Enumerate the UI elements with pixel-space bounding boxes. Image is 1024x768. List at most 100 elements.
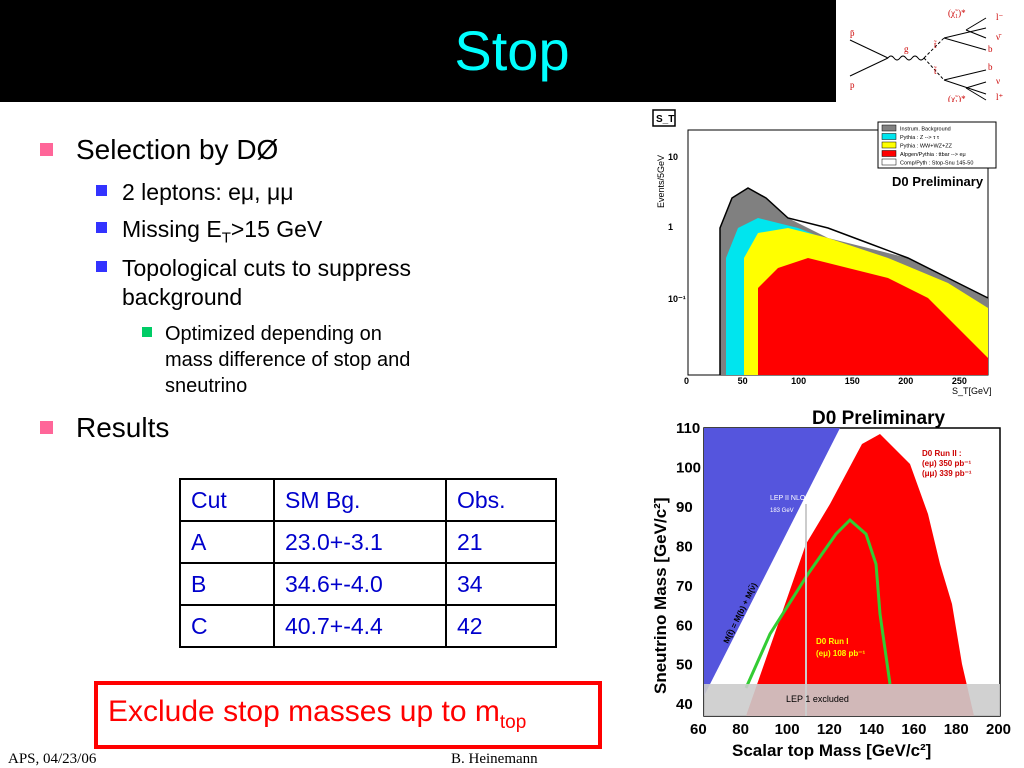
chart2-y-tick: 110 <box>676 420 700 437</box>
table-cell: 34.6+-4.0 <box>273 562 447 606</box>
chart2-y-tick: 70 <box>676 578 693 595</box>
feynman-diagram: p̄ p g t̃ t̃ b b l⁻ ν̄ ν l⁺ (χ̃₁)* (χ̃₁)… <box>836 0 1024 102</box>
table-cell: 23.0+-3.1 <box>273 520 447 564</box>
feyn-pbar: p̄ <box>850 28 855 38</box>
chart1-x-tick: 0 <box>684 376 689 386</box>
chart1-legend-entry: Alpgen/Pythia : ttbar --> eμ <box>900 152 966 158</box>
table-row: C 40.7+-4.4 42 <box>179 604 557 648</box>
signal-stop-snu <box>719 187 989 375</box>
chart1-title: S_T <box>656 114 674 125</box>
chart1-legend <box>877 121 997 169</box>
feyn-nu1: ν̄ <box>996 32 1002 42</box>
chart1-x-tick: 250 <box>952 376 967 386</box>
chart1-legend-entry: Instrum. Background <box>900 127 951 133</box>
table-header-cell: SM Bg. <box>273 478 447 522</box>
lep1-label: LEP 1 excluded <box>786 694 849 704</box>
table-cell: 42 <box>445 604 557 648</box>
chart2-y-tick: 50 <box>676 657 693 674</box>
run1-label: D0 Run I <box>816 637 848 646</box>
bullet-square-icon <box>40 421 53 434</box>
lep2-energy: 183 GeV <box>770 508 794 514</box>
chart1-x-tick: 50 <box>738 376 748 386</box>
feyn-nu2: ν <box>996 76 1000 86</box>
chart1-y-tick: 10⁻¹ <box>668 294 686 304</box>
exclude-callout: Exclude stop masses up to mtop <box>94 681 602 749</box>
chart1-annotation: D0 Preliminary <box>892 174 984 189</box>
table-row: B 34.6+-4.0 34 <box>179 562 557 606</box>
run2-mumu: (μμ) 339 pb⁻¹ <box>922 469 972 478</box>
chart2-x-tick: 180 <box>944 721 969 738</box>
chart2-x-tick: 160 <box>901 721 926 738</box>
run2-label: D0 Run II : <box>922 449 962 458</box>
title-bar <box>0 0 836 102</box>
chart2-x-tick: 120 <box>817 721 842 738</box>
chart2-xlabel: Scalar top Mass [GeV/c²] <box>732 741 931 760</box>
bullet-square-icon <box>142 327 152 337</box>
chart1-y-tick: 10 <box>668 152 678 162</box>
table-cell: 40.7+-4.4 <box>273 604 447 648</box>
chart1-y-tick: 1 <box>668 222 673 232</box>
chart1-legend-swatch <box>881 141 897 149</box>
chart2-ylabel: Sneutrino Mass [GeV/c²] <box>651 498 670 694</box>
chart1-legend-entry: Pythia : WW+WZ+ZZ <box>900 144 953 150</box>
chart1-legend-entry: Comp/Pyth : Stop-Snu 145-50 <box>900 161 973 167</box>
chart2-y-tick: 60 <box>676 617 693 634</box>
chart2-x-tick: 100 <box>775 721 800 738</box>
results-table: Cut SM Bg. Obs. A 23.0+-3.1 21 B 34.6+-4… <box>179 478 557 648</box>
bullet-square-icon <box>96 261 107 272</box>
chart1-legend-swatch <box>881 158 897 166</box>
bg-ttbar <box>758 258 988 375</box>
table-cell: 34 <box>445 562 557 606</box>
chart1-legend-swatch <box>881 124 897 132</box>
chart1-legend-swatch <box>881 133 897 140</box>
chart2-x-tick: 140 <box>859 721 884 738</box>
chart2-x-tick: 80 <box>732 721 749 738</box>
table-header-cell: Cut <box>179 478 275 522</box>
table-cell: 21 <box>445 520 557 564</box>
chart2-y-tick: 100 <box>676 459 701 476</box>
feyn-b1: b <box>988 44 993 54</box>
table-header-row: Cut SM Bg. Obs. <box>179 478 557 522</box>
bullet-square-icon <box>96 185 107 196</box>
exclusion-plot: D0 Preliminary D0 Run II : (eμ) 350 pb⁻¹… <box>640 404 1024 768</box>
chart2-y-tick: 40 <box>676 696 693 713</box>
chart1-x-tick: 150 <box>845 376 860 386</box>
run1-lumi: (eμ) 108 pb⁻¹ <box>816 649 865 658</box>
footer-author: B. Heinemann <box>451 751 538 767</box>
st-histogram: S_T Instrum. Background Pythia : Z --> τ … <box>648 108 1000 398</box>
chart2-y-tick: 80 <box>676 538 693 555</box>
run2-excluded-region <box>746 434 974 716</box>
feyn-chi2: (χ̃₁)* <box>948 94 966 102</box>
feyn-chi1: (χ̃₁)* <box>948 8 966 18</box>
chart1-legend-entry: Pythia : Z --> τ τ <box>900 135 940 141</box>
table-header-cell: Obs. <box>445 478 557 522</box>
chart2-x-tick: 200 <box>986 721 1011 738</box>
chart1-x-tick: 100 <box>791 376 806 386</box>
feyn-b2: b <box>988 62 993 72</box>
table-cell: A <box>179 520 275 564</box>
run1-contour <box>744 517 892 689</box>
feyn-l2: l⁺ <box>996 92 1004 102</box>
chart1-legend-swatch <box>881 150 897 157</box>
chart1-ylabel: Events/5GeV <box>656 155 666 208</box>
bullet-square-icon <box>40 143 53 156</box>
chart2-x-tick: 60 <box>690 721 707 738</box>
footer-date: APS, 04/23/06 <box>8 751 97 767</box>
chart1-x-tick: 200 <box>898 376 913 386</box>
table-cell: C <box>179 604 275 648</box>
feyn-g: g <box>904 44 909 54</box>
run2-emu: (eμ) 350 pb⁻¹ <box>922 459 971 468</box>
table-row: A 23.0+-3.1 21 <box>179 520 557 564</box>
bullet-square-icon <box>96 222 107 233</box>
kinematic-forbidden-region <box>704 428 840 696</box>
chart1-xlabel: S_T[GeV] <box>952 386 992 396</box>
lep1-excluded-band <box>704 684 1000 716</box>
feyn-t1: t̃ <box>934 40 937 50</box>
lep2-label: LEP II NLO <box>770 495 806 502</box>
chart2-y-tick: 90 <box>676 499 693 516</box>
feyn-p: p <box>850 80 855 90</box>
table-cell: B <box>179 562 275 606</box>
feyn-t2: t̃ <box>934 66 937 76</box>
feyn-l1: l⁻ <box>996 12 1004 22</box>
chart2-title: D0 Preliminary <box>812 408 945 429</box>
